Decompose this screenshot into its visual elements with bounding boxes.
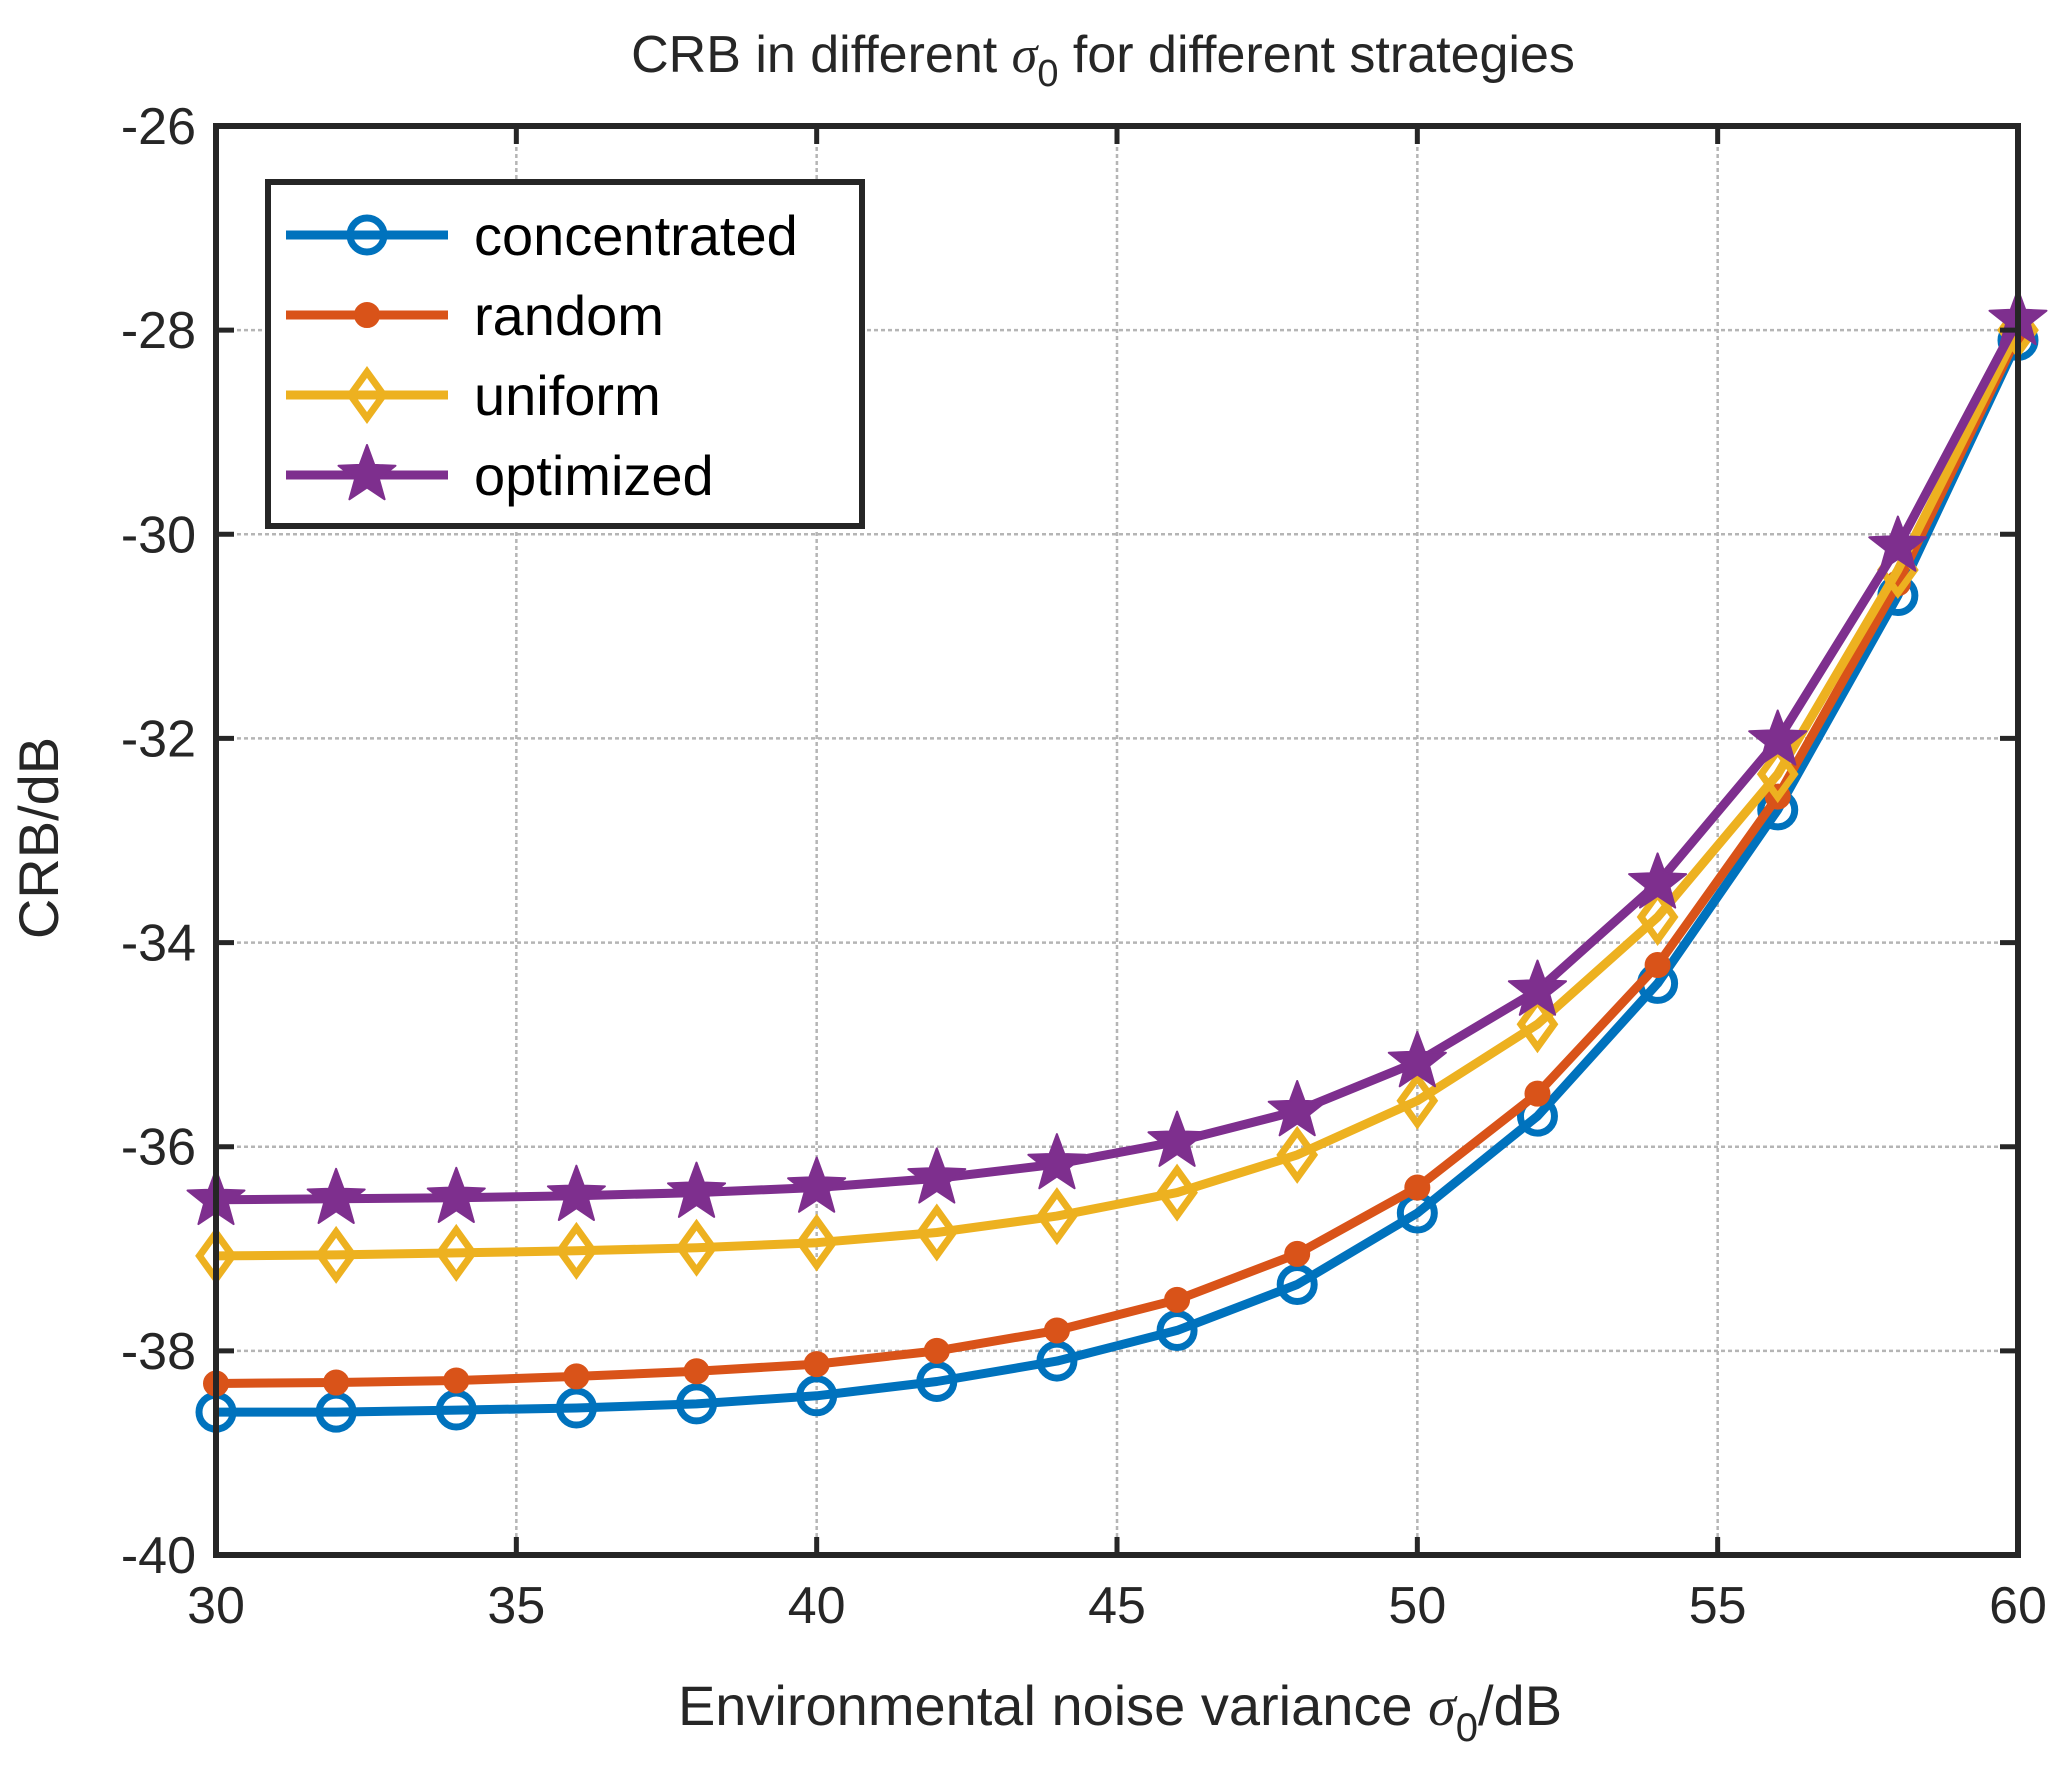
y-tick-label: -40 xyxy=(121,1527,196,1585)
data-point-optimized xyxy=(1507,959,1567,1016)
legend-entry-concentrated: concentrated xyxy=(286,204,798,267)
data-point-uniform xyxy=(1516,995,1559,1054)
series-line-uniform xyxy=(215,328,2023,1261)
y-axis-label: CRB/dB xyxy=(7,737,70,939)
data-point-random xyxy=(1164,1286,1191,1313)
y-tick-label: -38 xyxy=(121,1323,196,1381)
chart-title-tail xyxy=(1058,26,1072,84)
y-tick-label: -26 xyxy=(121,98,196,156)
data-point-concentrated xyxy=(796,1375,838,1417)
legend: concentrated random uniform optimized xyxy=(265,179,865,529)
legend-marker-uniform xyxy=(346,366,388,424)
data-point-optimized xyxy=(1027,1133,1087,1190)
data-point-concentrated xyxy=(916,1360,958,1402)
data-point-optimized xyxy=(1387,1031,1447,1088)
legend-entry-uniform: uniform xyxy=(286,364,661,427)
data-point-random xyxy=(323,1369,350,1396)
legend-marker-random xyxy=(354,302,380,328)
data-point-uniform xyxy=(315,1225,358,1284)
data-point-uniform xyxy=(555,1221,598,1280)
data-point-optimized xyxy=(546,1164,606,1221)
data-point-random xyxy=(1284,1240,1311,1267)
series-line-concentrated xyxy=(216,338,2023,1417)
data-point-random xyxy=(803,1351,830,1378)
x-tick-label: 40 xyxy=(788,1577,846,1635)
data-point-optimized xyxy=(1267,1080,1327,1137)
data-point-optimized xyxy=(306,1167,366,1224)
x-axis-label-tail: /dB xyxy=(1478,1674,1562,1737)
data-point-optimized xyxy=(1147,1110,1207,1167)
data-point-uniform xyxy=(1036,1187,1078,1246)
data-point-random xyxy=(1404,1174,1431,1201)
series-random xyxy=(203,322,2031,1397)
series-line-random xyxy=(215,333,2023,1388)
data-point-optimized xyxy=(1748,709,1808,766)
x-tick-label: 60 xyxy=(1989,1577,2047,1635)
data-point-optimized xyxy=(1868,515,1928,572)
chart-title-main: CRB in different xyxy=(631,26,998,84)
data-point-optimized xyxy=(1628,852,1688,909)
data-point-random xyxy=(563,1363,590,1390)
chart-title-sigma-sub: 0 xyxy=(1037,53,1058,95)
y-tick-label: -28 xyxy=(121,302,196,360)
legend-label-random: random xyxy=(474,284,664,347)
data-point-random xyxy=(1524,1080,1551,1107)
chart-title-tail-text: for different strategies xyxy=(1073,26,1575,84)
data-point-optimized xyxy=(787,1156,847,1213)
data-point-uniform xyxy=(915,1203,958,1262)
y-tick-label: -36 xyxy=(121,1119,196,1177)
data-point-uniform xyxy=(1276,1125,1319,1184)
x-axis-label-sigma: σ xyxy=(1428,1676,1458,1738)
chart-title: CRB in different σ0 for different strate… xyxy=(631,26,1575,95)
data-point-uniform xyxy=(795,1213,838,1272)
y-tick-label: -34 xyxy=(121,915,196,973)
data-point-random xyxy=(443,1367,470,1394)
legend-entry-optimized: optimized xyxy=(286,444,714,507)
data-point-uniform xyxy=(1396,1071,1439,1130)
series-concentrated xyxy=(195,319,2039,1433)
x-tick-label: 35 xyxy=(487,1577,545,1635)
x-tick-label: 50 xyxy=(1388,1577,1446,1635)
x-axis-label: Environmental noise variance σ0/dB xyxy=(678,1674,1562,1750)
data-point-concentrated xyxy=(676,1383,718,1425)
legend-label-uniform: uniform xyxy=(474,364,661,427)
grid-lines xyxy=(216,126,2018,1555)
data-point-uniform xyxy=(435,1223,478,1282)
data-point-random xyxy=(923,1337,950,1364)
data-point-optimized xyxy=(907,1147,967,1204)
data-point-uniform xyxy=(675,1218,718,1277)
legend-marker-optimized xyxy=(337,444,397,501)
axis-ticks: 30 35 40 45 50 55 60 -40 -38 -36 -34 -32 -30 -28 -26 xyxy=(121,98,2047,1635)
data-point-optimized xyxy=(667,1161,727,1218)
x-axis-label-main: Environmental noise variance xyxy=(678,1674,1413,1737)
data-point-concentrated xyxy=(1156,1309,1198,1351)
y-tick-label: -30 xyxy=(121,506,196,564)
data-point-optimized xyxy=(426,1166,486,1223)
data-point-uniform xyxy=(1156,1163,1198,1222)
y-tick-label: -32 xyxy=(121,710,196,768)
data-point-random xyxy=(1043,1317,1070,1344)
data-point-random xyxy=(683,1358,710,1385)
x-tick-label: 55 xyxy=(1689,1577,1747,1635)
data-point-uniform xyxy=(1636,888,1679,947)
x-axis-label-sigma-sub: 0 xyxy=(1456,1706,1478,1750)
series-line-optimized xyxy=(215,317,2022,1205)
data-point-random xyxy=(1644,952,1671,979)
legend-label-optimized: optimized xyxy=(474,444,714,507)
legend-label-concentrated: concentrated xyxy=(474,204,798,267)
data-point-concentrated xyxy=(555,1387,597,1429)
data-point-concentrated xyxy=(1036,1340,1078,1382)
data-point-uniform xyxy=(1756,745,1799,804)
legend-marker-concentrated xyxy=(346,214,388,256)
chart-title-sigma: σ xyxy=(1012,27,1040,84)
x-tick-label: 45 xyxy=(1088,1577,1146,1635)
legend-entry-random: random xyxy=(286,284,664,347)
x-tick-label: 30 xyxy=(187,1577,245,1635)
data-point-concentrated xyxy=(1276,1264,1318,1306)
